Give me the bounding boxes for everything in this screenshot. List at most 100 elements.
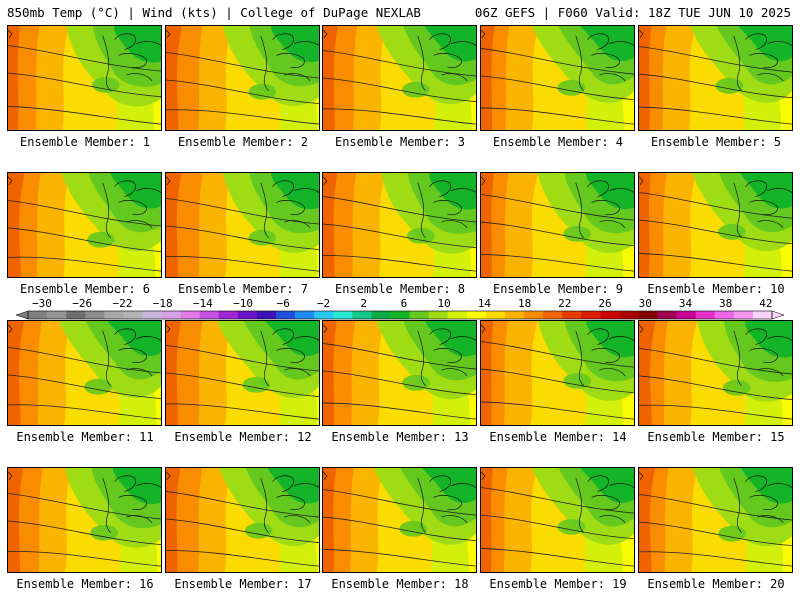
- ensemble-member-map: [7, 172, 162, 278]
- colorbar-swatch: [161, 311, 181, 319]
- colorbar-swatch: [524, 311, 544, 319]
- ensemble-member-map: [165, 25, 320, 131]
- ensemble-member-label: Ensemble Member: 2: [177, 135, 309, 149]
- colorbar-swatch: [66, 311, 86, 319]
- ensemble-member-map: [7, 25, 162, 131]
- ensemble-member-label: Ensemble Member: 6: [19, 282, 151, 296]
- header-valid-time: 06Z GEFS | F060 Valid: 18Z TUE JUN 10 20…: [474, 5, 791, 20]
- colorbar-tick-label: −10: [233, 297, 253, 310]
- colorbar-outline: [27, 310, 773, 320]
- colorbar-swatch: [676, 311, 696, 319]
- colorbar-tick-label: 14: [478, 297, 492, 310]
- colorbar-swatch: [180, 311, 200, 319]
- ensemble-member-map: [165, 320, 320, 426]
- ensemble-member-map: [322, 172, 477, 278]
- colorbar-tick-label: 42: [759, 297, 772, 310]
- ensemble-member-label: Ensemble Member: 18: [331, 577, 469, 591]
- colorbar-swatch: [314, 311, 334, 319]
- colorbar-swatch: [752, 311, 773, 319]
- colorbar-tick-label: −6: [277, 297, 290, 310]
- colorbar-tick-label: −14: [193, 297, 213, 310]
- ensemble-member-map: [480, 25, 635, 131]
- colorbar-tick-label: 18: [518, 297, 531, 310]
- colorbar-swatch: [638, 311, 658, 319]
- colorbar-min-arrow: [15, 310, 29, 320]
- colorbar-tick-label: −18: [153, 297, 173, 310]
- colorbar-swatch: [619, 311, 639, 319]
- colorbar-swatch: [104, 311, 124, 319]
- colorbar-tick-label: 30: [639, 297, 652, 310]
- colorbar-tick-label: −30: [32, 297, 52, 310]
- ensemble-member-map: [638, 172, 793, 278]
- colorbar-tick-label: 26: [598, 297, 611, 310]
- ensemble-member-map: [638, 25, 793, 131]
- ensemble-member-map: [638, 320, 793, 426]
- colorbar-swatch: [466, 311, 487, 319]
- colorbar-swatch: [28, 311, 48, 319]
- colorbar-tick-label: −22: [112, 297, 132, 310]
- colorbar-swatch: [428, 311, 448, 319]
- ensemble-member-label: Ensemble Member: 3: [334, 135, 466, 149]
- ensemble-member-map: [7, 320, 162, 426]
- ensemble-member-label: Ensemble Member: 15: [647, 430, 785, 444]
- ensemble-member-label: Ensemble Member: 19: [489, 577, 627, 591]
- ensemble-member-label: Ensemble Member: 17: [174, 577, 312, 591]
- temperature-colorbar: −30 −26 −22 −18 −14 −10 −6 −2 2 6 10 14 18 22 26 30 34 38…: [15, 297, 785, 320]
- ensemble-member-label: Ensemble Member: 5: [650, 135, 782, 149]
- colorbar-swatch: [733, 311, 754, 319]
- ensemble-member-map: [7, 467, 162, 573]
- colorbar-swatch: [504, 311, 525, 319]
- ensemble-member-label: Ensemble Member: 1: [19, 135, 151, 149]
- colorbar-swatch: [256, 311, 277, 319]
- ensemble-member-map: [322, 467, 477, 573]
- colorbar-max-arrow: [771, 310, 785, 320]
- colorbar-swatch: [47, 311, 67, 319]
- ensemble-member-label: Ensemble Member: 16: [16, 577, 154, 591]
- ensemble-member-label: Ensemble Member: 13: [331, 430, 469, 444]
- colorbar-swatch: [371, 311, 391, 319]
- colorbar-swatch: [562, 311, 582, 319]
- colorbar-swatch: [85, 311, 105, 319]
- ensemble-member-label: Ensemble Member: 14: [489, 430, 627, 444]
- ensemble-member-map: [480, 467, 635, 573]
- colorbar-swatch: [276, 311, 296, 319]
- ensemble-member-map: [165, 172, 320, 278]
- colorbar-swatch: [352, 311, 372, 319]
- ensemble-member-map: [322, 320, 477, 426]
- ensemble-member-map: [322, 25, 477, 131]
- colorbar-swatch: [237, 311, 258, 319]
- colorbar-swatch: [295, 311, 315, 319]
- colorbar-swatch: [600, 311, 620, 319]
- colorbar-swatch: [142, 311, 162, 319]
- colorbar-swatch: [123, 311, 143, 319]
- colorbar-swatch: [657, 311, 677, 319]
- ensemble-member-label: Ensemble Member: 4: [492, 135, 624, 149]
- colorbar-tick-label: 2: [360, 297, 367, 310]
- colorbar-tick-label: 38: [719, 297, 732, 310]
- ensemble-member-map: [480, 172, 635, 278]
- ensemble-member-map: [165, 467, 320, 573]
- ensemble-member-map: [638, 467, 793, 573]
- colorbar-swatch: [218, 311, 239, 319]
- ensemble-member-label: Ensemble Member: 12: [174, 430, 312, 444]
- ensemble-member-label: Ensemble Member: 10: [647, 282, 785, 296]
- ensemble-member-label: Ensemble Member: 20: [647, 577, 785, 591]
- colorbar-swatch: [485, 311, 506, 319]
- colorbar-swatch: [409, 311, 429, 319]
- ensemble-member-label: Ensemble Member: 8: [334, 282, 466, 296]
- colorbar-swatch: [695, 311, 716, 319]
- colorbar-swatch: [447, 311, 468, 319]
- colorbar-tick-label: −26: [72, 297, 92, 310]
- colorbar-swatch: [333, 311, 353, 319]
- colorbar-swatch: [714, 311, 735, 319]
- colorbar-swatch: [543, 311, 563, 319]
- colorbar-tick-label: 34: [679, 297, 693, 310]
- colorbar-swatch: [390, 311, 410, 319]
- ensemble-member-map: [480, 320, 635, 426]
- colorbar-tick-label: 10: [438, 297, 451, 310]
- colorbar-tick-label: 22: [558, 297, 571, 310]
- header-title: 850mb Temp (°C) | Wind (kts) | College o…: [7, 5, 421, 20]
- ensemble-member-label: Ensemble Member: 11: [16, 430, 154, 444]
- colorbar-swatch: [581, 311, 601, 319]
- colorbar-tick-label: −2: [317, 297, 330, 310]
